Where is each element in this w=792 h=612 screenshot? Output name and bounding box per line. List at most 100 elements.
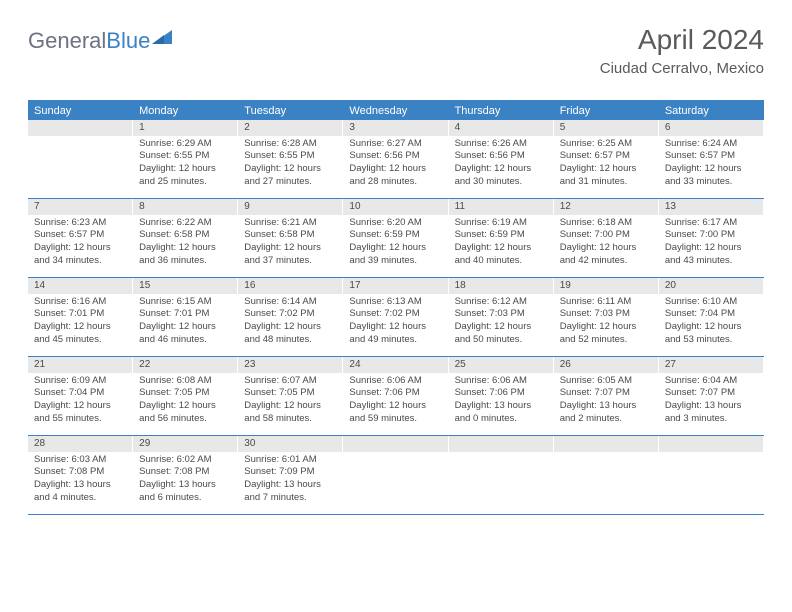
day-sunset: Sunset: 7:08 PM: [139, 466, 232, 479]
day-sunrise: Sunrise: 6:09 AM: [34, 375, 127, 388]
day-number: [554, 436, 659, 452]
day-number: 11: [449, 199, 554, 215]
day-cell: [28, 120, 133, 198]
day-cell: 29Sunrise: 6:02 AMSunset: 7:08 PMDayligh…: [133, 436, 238, 514]
day-sunrise: Sunrise: 6:21 AM: [244, 217, 337, 230]
day-body: Sunrise: 6:15 AMSunset: 7:01 PMDaylight:…: [133, 294, 238, 351]
day-body: Sunrise: 6:08 AMSunset: 7:05 PMDaylight:…: [133, 373, 238, 430]
day-daylight2: and 39 minutes.: [349, 255, 442, 268]
day-daylight2: and 59 minutes.: [349, 413, 442, 426]
day-daylight2: and 7 minutes.: [244, 492, 337, 505]
day-cell: 8 Sunrise: 6:22 AMSunset: 6:58 PMDaylight…: [133, 199, 238, 277]
day-daylight1: Daylight: 12 hours: [244, 242, 337, 255]
day-daylight1: Daylight: 12 hours: [665, 242, 758, 255]
day-daylight1: Daylight: 12 hours: [34, 321, 127, 334]
day-cell: 14Sunrise: 6:16 AMSunset: 7:01 PMDayligh…: [28, 278, 133, 356]
day-daylight2: and 31 minutes.: [560, 176, 653, 189]
day-cell: 1Sunrise: 6:29 AMSunset: 6:55 PMDaylight…: [133, 120, 238, 198]
day-sunset: Sunset: 7:06 PM: [455, 387, 548, 400]
day-sunrise: Sunrise: 6:13 AM: [349, 296, 442, 309]
day-daylight1: Daylight: 12 hours: [560, 242, 653, 255]
day-number: 21: [28, 357, 133, 373]
day-daylight2: and 55 minutes.: [34, 413, 127, 426]
day-daylight1: Daylight: 12 hours: [349, 163, 442, 176]
day-number: 27: [659, 357, 764, 373]
day-daylight1: Daylight: 12 hours: [455, 321, 548, 334]
day-daylight2: and 30 minutes.: [455, 176, 548, 189]
day-daylight1: Daylight: 13 hours: [244, 479, 337, 492]
day-cell: 10Sunrise: 6:20 AMSunset: 6:59 PMDayligh…: [343, 199, 448, 277]
day-sunrise: Sunrise: 6:20 AM: [349, 217, 442, 230]
logo-triangle-icon: [152, 30, 172, 44]
day-sunrise: Sunrise: 6:03 AM: [34, 454, 127, 467]
day-cell: 13Sunrise: 6:17 AMSunset: 7:00 PMDayligh…: [659, 199, 764, 277]
day-daylight2: and 48 minutes.: [244, 334, 337, 347]
day-daylight1: Daylight: 13 hours: [455, 400, 548, 413]
day-sunset: Sunset: 7:01 PM: [139, 308, 232, 321]
day-daylight2: and 42 minutes.: [560, 255, 653, 268]
day-sunrise: Sunrise: 6:15 AM: [139, 296, 232, 309]
day-sunset: Sunset: 7:02 PM: [244, 308, 337, 321]
day-header: Friday: [554, 102, 659, 120]
day-daylight1: Daylight: 12 hours: [244, 400, 337, 413]
day-daylight1: Daylight: 12 hours: [349, 242, 442, 255]
day-daylight1: Daylight: 13 hours: [560, 400, 653, 413]
day-daylight2: and 4 minutes.: [34, 492, 127, 505]
day-number: 1: [133, 120, 238, 136]
day-daylight2: and 0 minutes.: [455, 413, 548, 426]
day-cell: 26Sunrise: 6:05 AMSunset: 7:07 PMDayligh…: [554, 357, 659, 435]
day-number: 28: [28, 436, 133, 452]
day-cell: 9Sunrise: 6:21 AMSunset: 6:58 PMDaylight…: [238, 199, 343, 277]
day-cell: 28Sunrise: 6:03 AMSunset: 7:08 PMDayligh…: [28, 436, 133, 514]
day-number: 19: [554, 278, 659, 294]
day-cell: 5Sunrise: 6:25 AMSunset: 6:57 PMDaylight…: [554, 120, 659, 198]
day-sunrise: Sunrise: 6:28 AM: [244, 138, 337, 151]
day-sunset: Sunset: 6:55 PM: [244, 150, 337, 163]
day-body: Sunrise: 6:04 AMSunset: 7:07 PMDaylight:…: [659, 373, 764, 430]
calendar: SundayMondayTuesdayWednesdayThursdayFrid…: [28, 100, 764, 515]
day-number: 15: [133, 278, 238, 294]
day-sunset: Sunset: 7:06 PM: [349, 387, 442, 400]
day-cell: [343, 436, 448, 514]
day-daylight1: Daylight: 12 hours: [560, 163, 653, 176]
day-cell: 25Sunrise: 6:06 AMSunset: 7:06 PMDayligh…: [449, 357, 554, 435]
day-cell: 17Sunrise: 6:13 AMSunset: 7:02 PMDayligh…: [343, 278, 448, 356]
day-body: Sunrise: 6:03 AMSunset: 7:08 PMDaylight:…: [28, 452, 133, 509]
day-header: Saturday: [659, 102, 764, 120]
day-body: Sunrise: 6:21 AMSunset: 6:58 PMDaylight:…: [238, 215, 343, 272]
day-number: 12: [554, 199, 659, 215]
day-sunset: Sunset: 7:02 PM: [349, 308, 442, 321]
day-daylight2: and 33 minutes.: [665, 176, 758, 189]
day-cell: 12Sunrise: 6:18 AMSunset: 7:00 PMDayligh…: [554, 199, 659, 277]
day-sunrise: Sunrise: 6:29 AM: [139, 138, 232, 151]
day-sunrise: Sunrise: 6:04 AM: [665, 375, 758, 388]
day-body: Sunrise: 6:10 AMSunset: 7:04 PMDaylight:…: [659, 294, 764, 351]
day-daylight2: and 36 minutes.: [139, 255, 232, 268]
day-sunset: Sunset: 6:58 PM: [139, 229, 232, 242]
day-daylight1: Daylight: 12 hours: [139, 242, 232, 255]
day-sunrise: Sunrise: 6:02 AM: [139, 454, 232, 467]
day-sunset: Sunset: 6:57 PM: [34, 229, 127, 242]
day-cell: 18Sunrise: 6:12 AMSunset: 7:03 PMDayligh…: [449, 278, 554, 356]
day-sunrise: Sunrise: 6:16 AM: [34, 296, 127, 309]
day-sunset: Sunset: 6:56 PM: [349, 150, 442, 163]
day-sunrise: Sunrise: 6:22 AM: [139, 217, 232, 230]
day-body: Sunrise: 6:24 AMSunset: 6:57 PMDaylight:…: [659, 136, 764, 193]
day-sunset: Sunset: 7:05 PM: [244, 387, 337, 400]
day-daylight1: Daylight: 12 hours: [34, 242, 127, 255]
day-daylight2: and 50 minutes.: [455, 334, 548, 347]
day-number: 25: [449, 357, 554, 373]
day-number: 8: [133, 199, 238, 215]
day-number: 2: [238, 120, 343, 136]
day-body: Sunrise: 6:02 AMSunset: 7:08 PMDaylight:…: [133, 452, 238, 509]
day-daylight2: and 37 minutes.: [244, 255, 337, 268]
day-sunset: Sunset: 7:05 PM: [139, 387, 232, 400]
day-sunset: Sunset: 7:00 PM: [665, 229, 758, 242]
day-sunset: Sunset: 6:57 PM: [560, 150, 653, 163]
day-sunrise: Sunrise: 6:10 AM: [665, 296, 758, 309]
day-number: 4: [449, 120, 554, 136]
day-sunrise: Sunrise: 6:26 AM: [455, 138, 548, 151]
day-cell: 16Sunrise: 6:14 AMSunset: 7:02 PMDayligh…: [238, 278, 343, 356]
day-daylight2: and 58 minutes.: [244, 413, 337, 426]
day-number: 23: [238, 357, 343, 373]
